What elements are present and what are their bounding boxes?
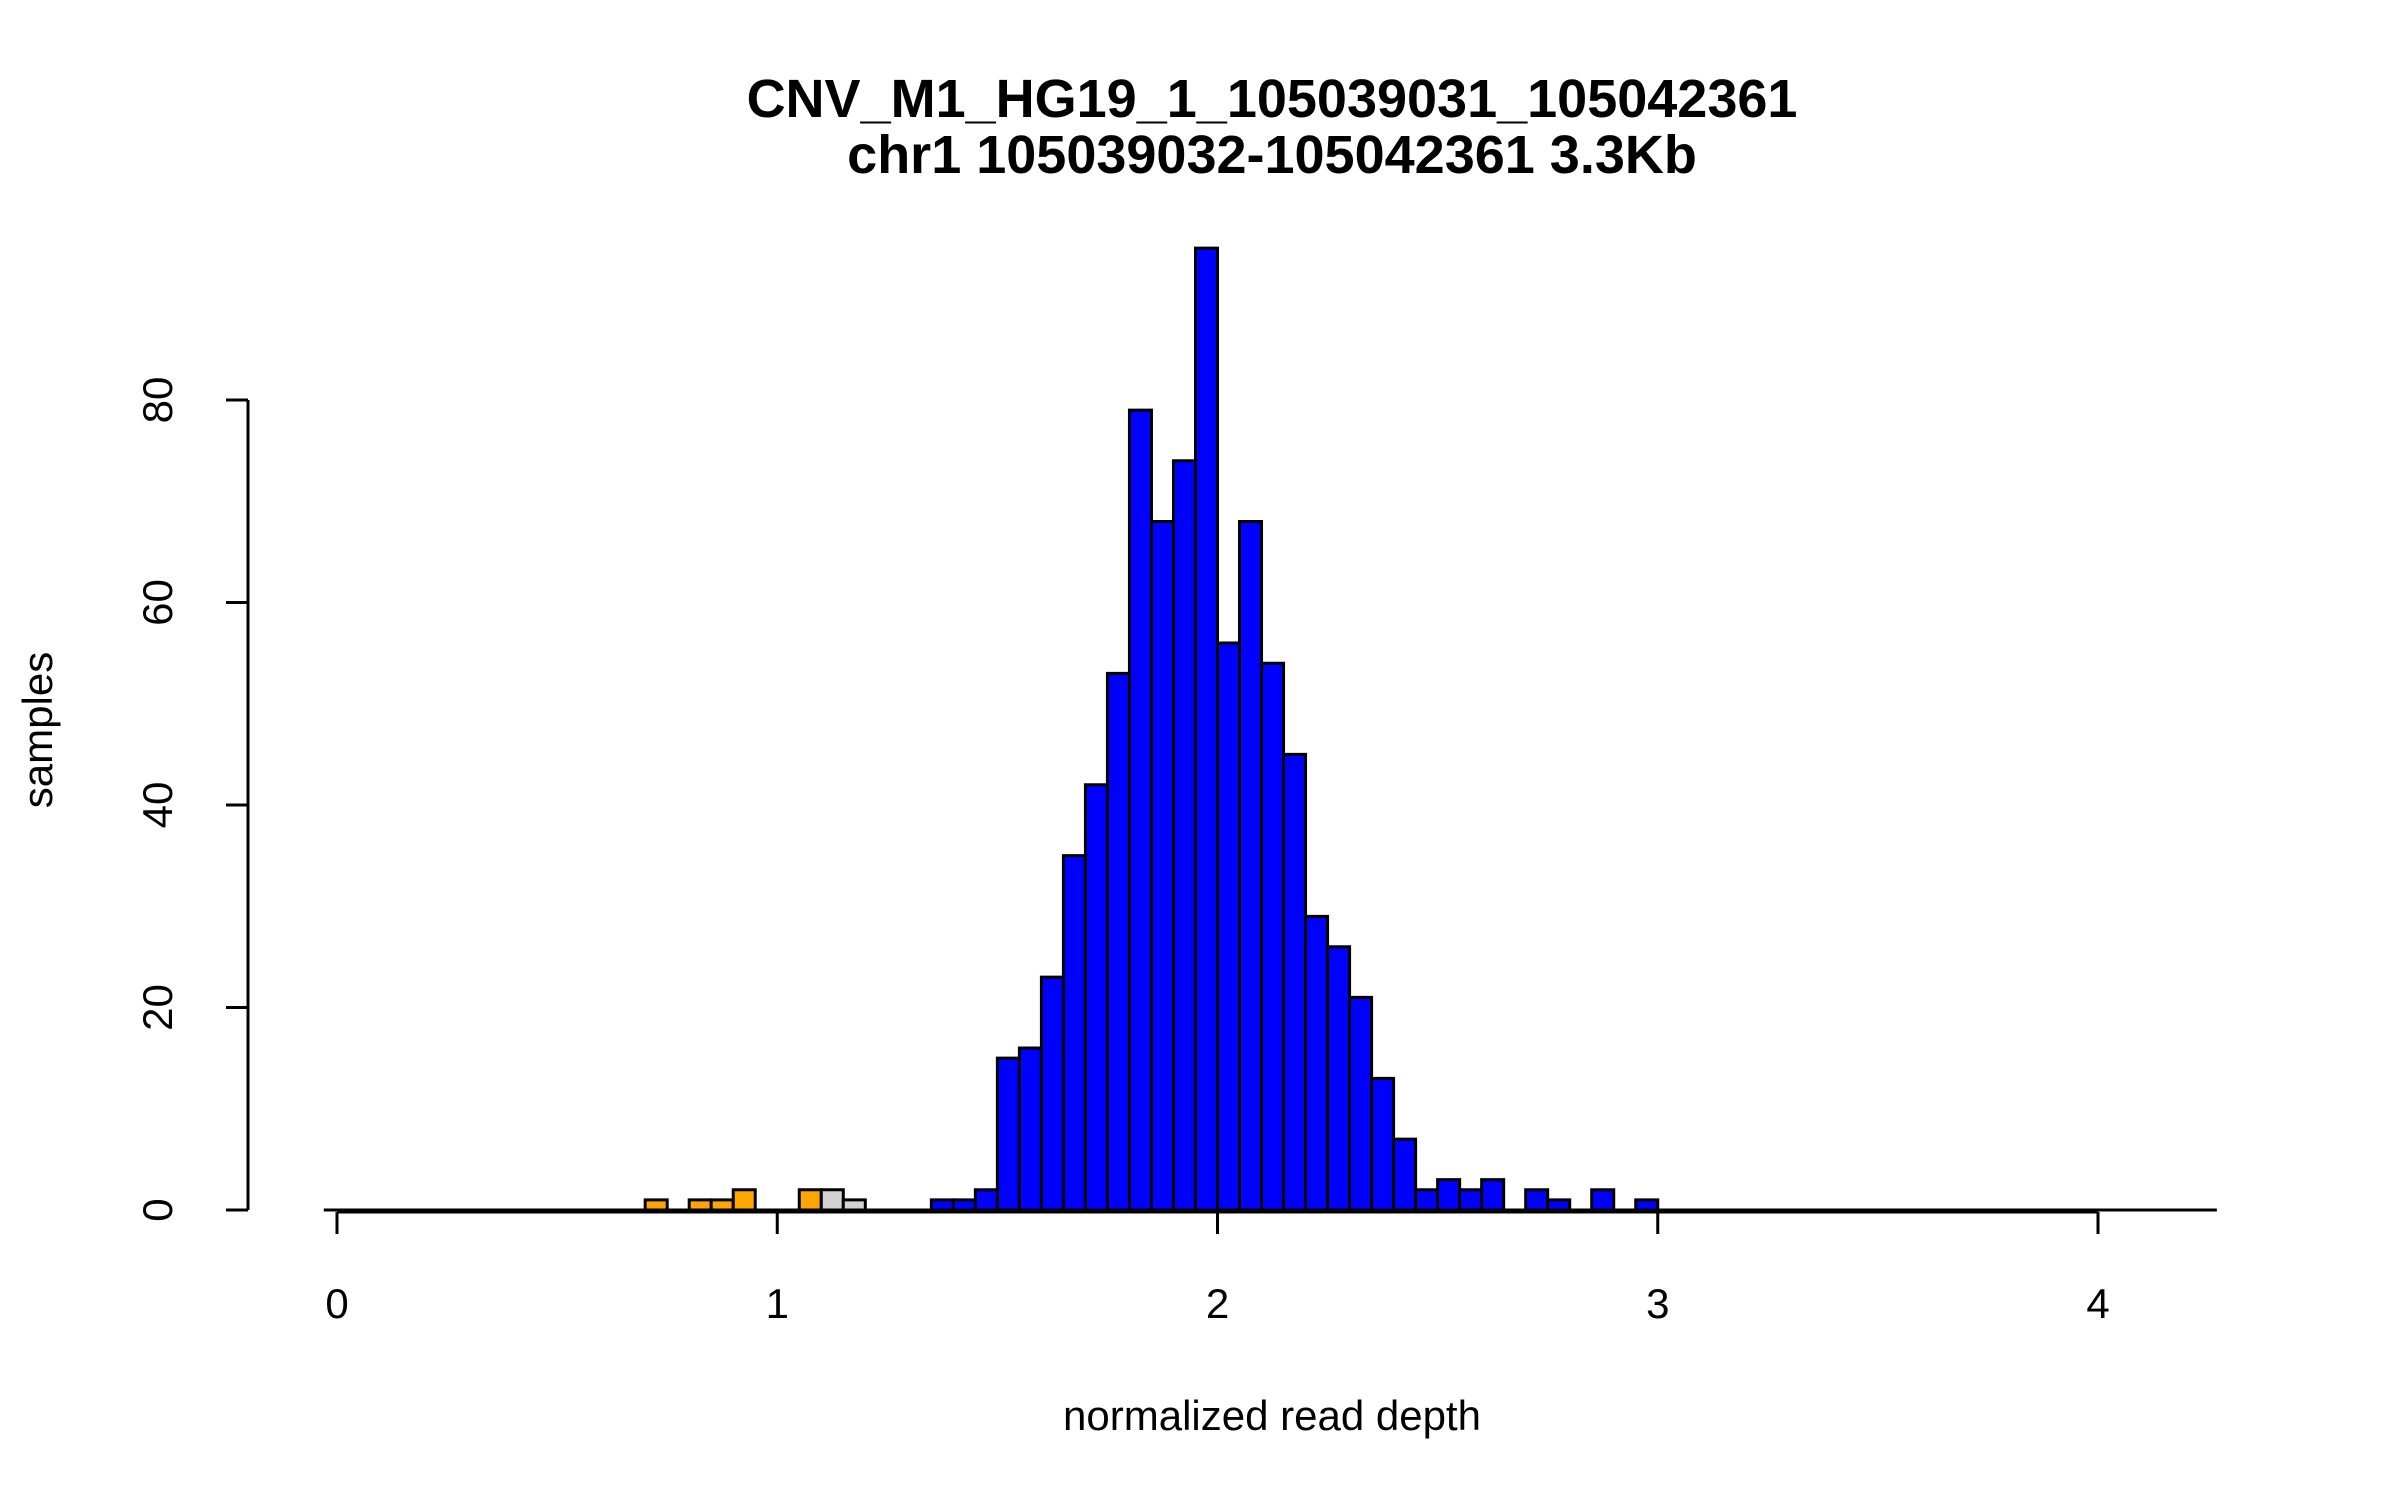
bar-normal-17 — [1304, 914, 1330, 1212]
bar-normal-4 — [1017, 1046, 1043, 1212]
chart-subtitle: chr1 105039032-105042361 3.3Kb — [847, 125, 1697, 185]
bar-normal-22 — [1414, 1188, 1440, 1212]
bar-deletion-3 — [731, 1188, 757, 1212]
bar-normal-26 — [1524, 1188, 1550, 1212]
bar-normal-8 — [1105, 671, 1131, 1212]
bar-normal-20 — [1370, 1076, 1396, 1212]
bar-normal-24 — [1458, 1188, 1484, 1212]
bar-normal-23 — [1436, 1178, 1462, 1212]
bar-normal-19 — [1348, 995, 1374, 1212]
bar-deletion-0 — [643, 1198, 669, 1212]
chart-title: CNV_M1_HG19_1_105039031_105042361 — [747, 69, 1798, 129]
bar-normal-14 — [1238, 520, 1264, 1212]
bar-deletion-2 — [709, 1198, 735, 1212]
bar-deletion-1 — [687, 1198, 713, 1212]
bar-uncertain-1 — [841, 1198, 867, 1212]
y-tick-label-1: 20 — [134, 984, 181, 1031]
bar-normal-0 — [929, 1198, 955, 1212]
bar-normal-25 — [1480, 1178, 1506, 1212]
bar-normal-28 — [1590, 1188, 1616, 1212]
y-tick-label-0: 0 — [134, 1198, 181, 1221]
bar-normal-27 — [1546, 1198, 1572, 1212]
y-tick-label-4: 80 — [134, 377, 181, 424]
x-tick-label-3: 3 — [1646, 1280, 1669, 1327]
bar-normal-29 — [1634, 1198, 1660, 1212]
bar-normal-15 — [1260, 661, 1286, 1212]
bar-normal-5 — [1039, 975, 1065, 1212]
bar-normal-7 — [1083, 783, 1109, 1212]
x-tick-label-1: 1 — [766, 1280, 789, 1327]
bar-normal-2 — [973, 1188, 999, 1212]
bar-normal-13 — [1216, 641, 1242, 1212]
bar-normal-1 — [951, 1198, 977, 1212]
x-tick-label-0: 0 — [325, 1280, 348, 1327]
bar-normal-6 — [1061, 854, 1087, 1212]
bar-normal-3 — [995, 1056, 1021, 1212]
x-tick-label-2: 2 — [1206, 1280, 1229, 1327]
y-axis-label: samples — [14, 652, 61, 808]
y-tick-label-3: 60 — [134, 579, 181, 626]
bar-normal-11 — [1171, 459, 1197, 1212]
bar-deletion-4 — [797, 1188, 823, 1212]
x-axis: 0 1 2 3 4 — [325, 1210, 2110, 1327]
bar-normal-16 — [1282, 752, 1308, 1212]
x-axis-label: normalized read depth — [1063, 1392, 1481, 1439]
bar-normal-18 — [1326, 945, 1352, 1212]
y-axis: 0 20 40 60 80 — [134, 377, 250, 1222]
bar-uncertain-0 — [819, 1188, 845, 1212]
y-tick-label-2: 40 — [134, 782, 181, 829]
bar-normal-21 — [1392, 1137, 1418, 1212]
bar-normal-9 — [1127, 408, 1153, 1212]
bar-normal-10 — [1149, 520, 1175, 1212]
bars-group — [323, 246, 2217, 1212]
x-tick-label-4: 4 — [2086, 1280, 2109, 1327]
bar-normal-12 — [1193, 246, 1220, 1212]
